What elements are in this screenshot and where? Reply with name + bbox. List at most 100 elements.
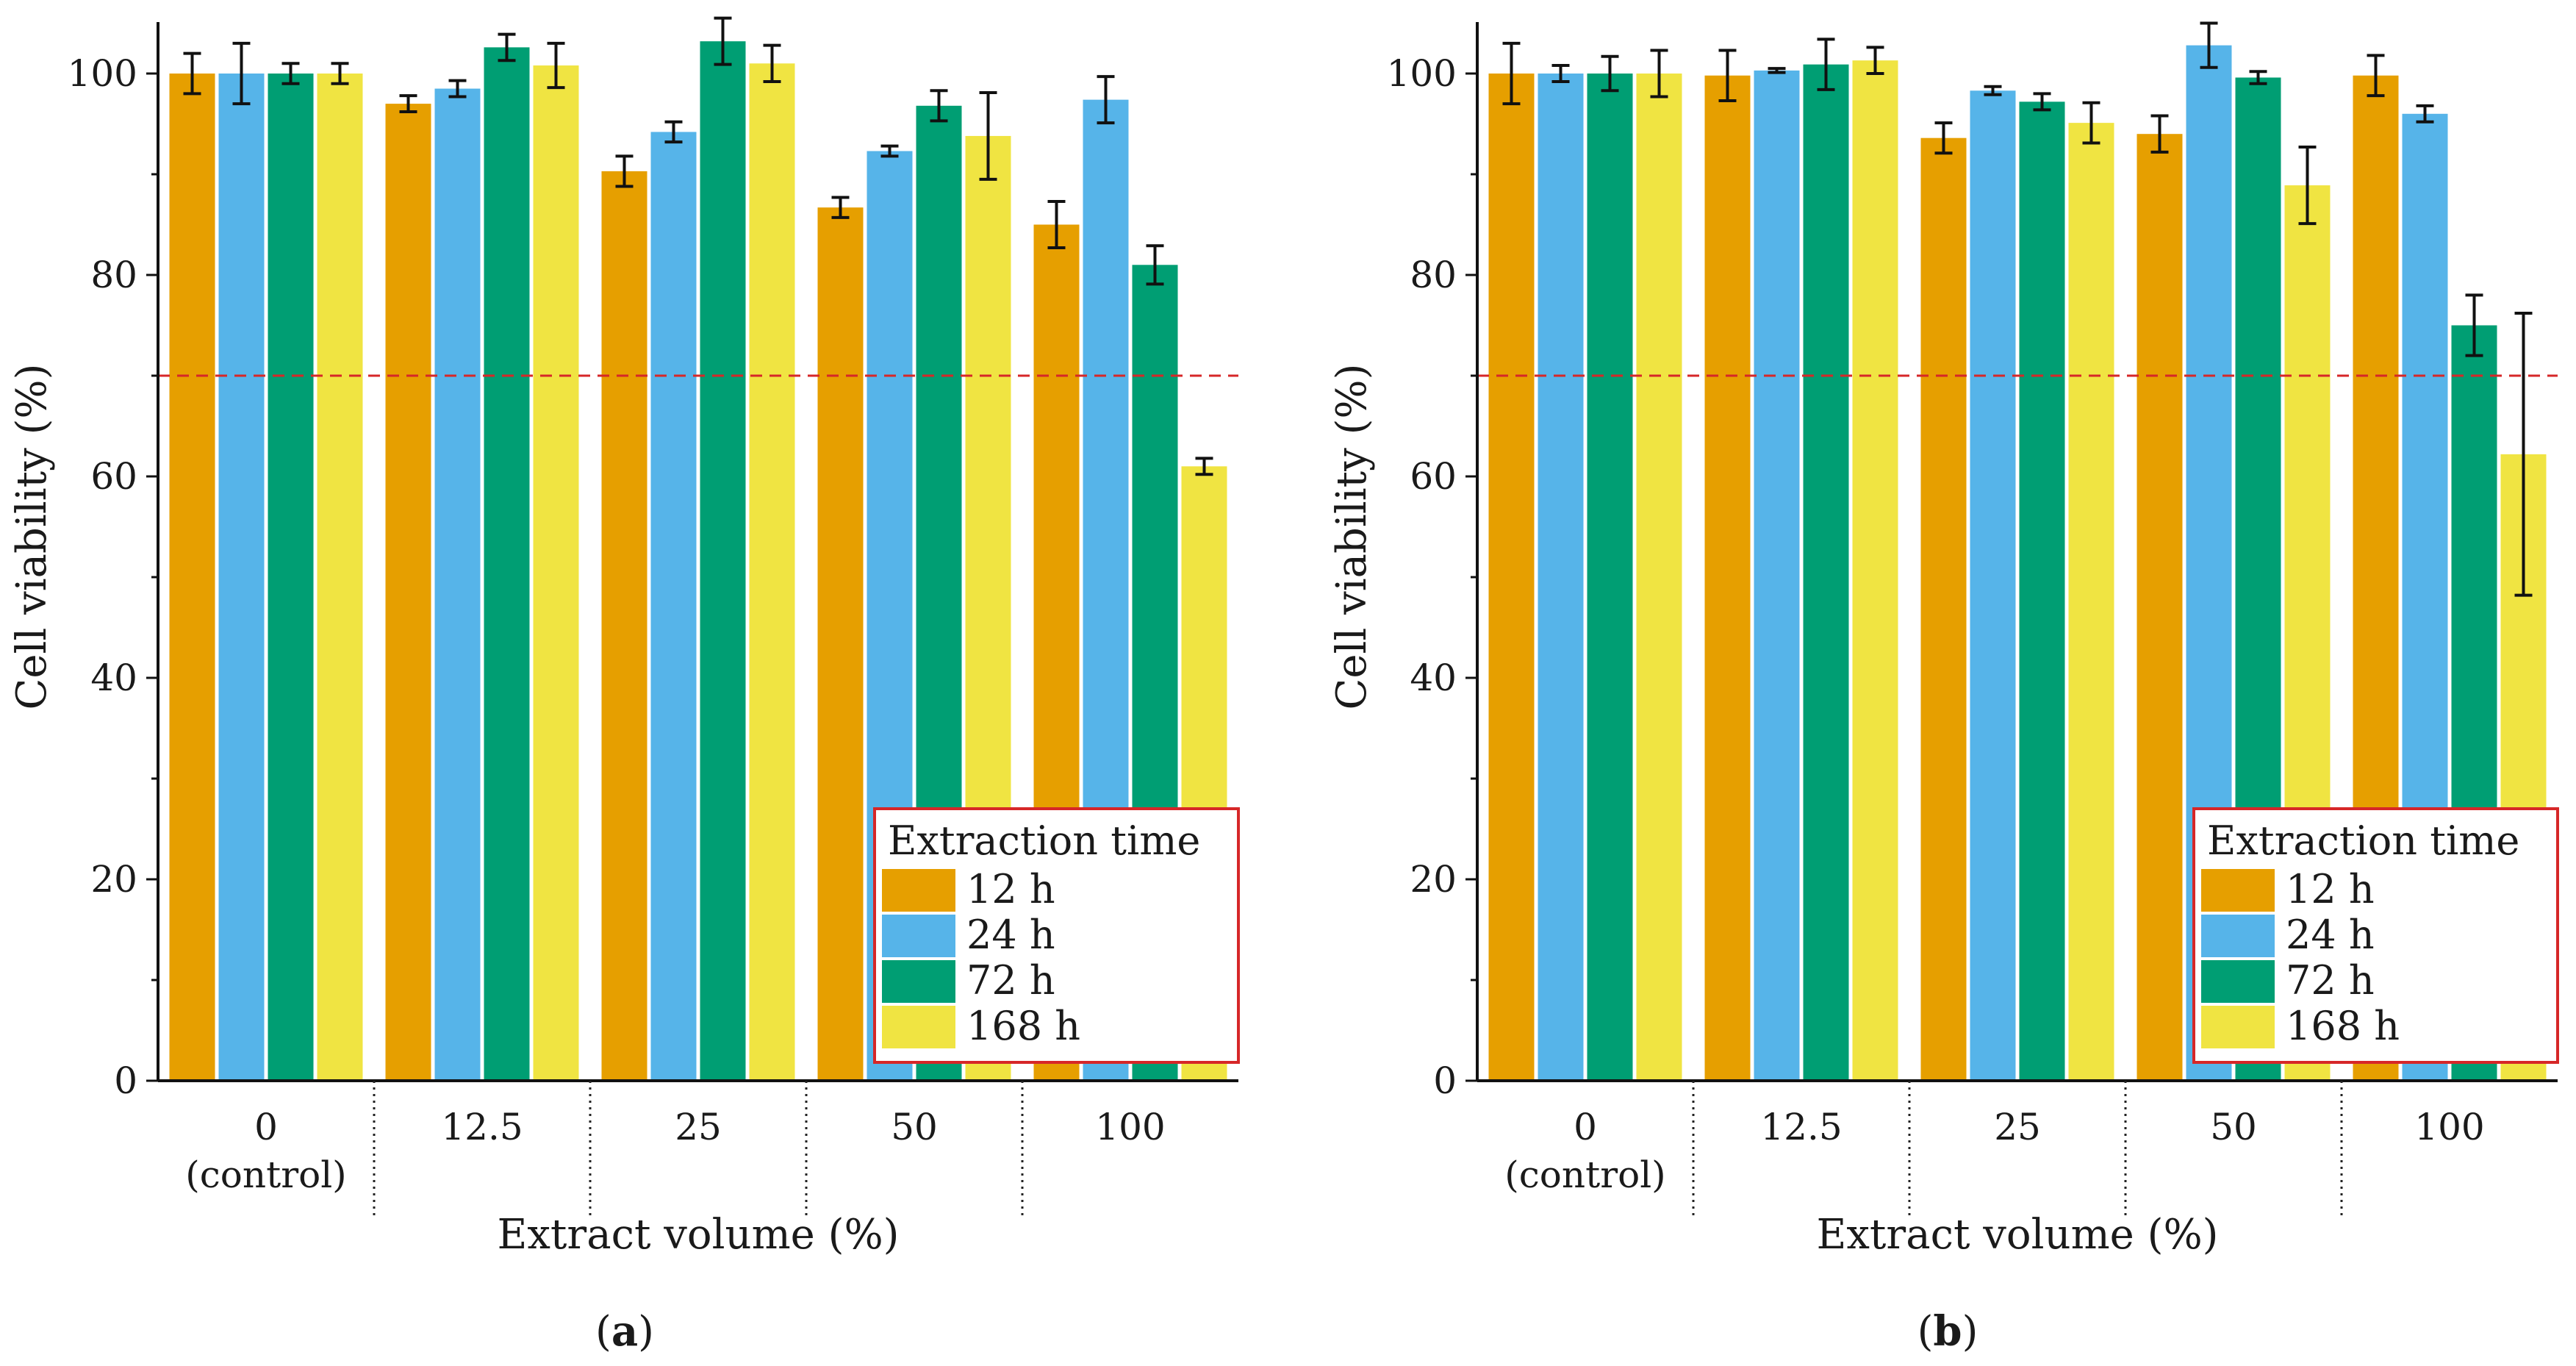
y-tick-label: 60 xyxy=(90,455,137,498)
bar-0-24h xyxy=(1538,74,1584,1081)
panel-label: (a) xyxy=(595,1307,654,1356)
error-bar xyxy=(714,16,732,66)
x-tick-label: 100 xyxy=(1095,1106,1165,1148)
y-tick-label: 0 xyxy=(114,1059,137,1102)
bar-25-12h xyxy=(601,171,647,1081)
error-bar xyxy=(1768,67,1786,74)
legend-swatch xyxy=(882,915,955,957)
error-bar xyxy=(547,41,565,90)
error-bar xyxy=(331,62,349,85)
error-bar xyxy=(763,43,781,83)
bar-25-168h xyxy=(2068,123,2114,1081)
bar-0-72h xyxy=(1587,74,1633,1081)
bar-12.5-24h xyxy=(1754,70,1800,1081)
error-bar xyxy=(1097,75,1115,125)
legend-label: 72 h xyxy=(2286,957,2375,1004)
error-bar xyxy=(2249,70,2267,85)
legend-swatch xyxy=(2201,1006,2275,1048)
error-bar xyxy=(2200,21,2218,69)
error-bar xyxy=(615,154,634,188)
x-tick-label: 25 xyxy=(675,1106,722,1148)
bar-12.5-12h xyxy=(1704,75,1751,1081)
legend-title: Extraction time xyxy=(2207,818,2519,864)
legend-label: 12 h xyxy=(966,866,1055,912)
bar-25-72h xyxy=(700,41,746,1081)
y-tick-label: 0 xyxy=(1433,1059,1457,1102)
x-tick-label: 100 xyxy=(2414,1106,2484,1148)
error-bar xyxy=(1551,64,1570,83)
legend-label: 168 h xyxy=(2286,1003,2400,1049)
error-bar xyxy=(1817,37,1835,91)
error-bar xyxy=(1146,244,1164,286)
x-tick-sublabel: (control) xyxy=(185,1154,346,1196)
x-tick-sublabel: (control) xyxy=(1504,1154,1665,1196)
error-bar xyxy=(930,89,948,123)
error-bar xyxy=(1502,41,1521,106)
bar-50-12h xyxy=(817,207,864,1081)
error-bar xyxy=(2514,312,2533,597)
legend-label: 168 h xyxy=(966,1003,1080,1049)
panel-a: 0 20 40 60 80 100 0 (control) 12.5 25 50 100 Extract… xyxy=(8,16,1240,1356)
bar-25-168h xyxy=(749,63,795,1081)
error-bar xyxy=(1866,46,1884,75)
legend-label: 12 h xyxy=(2286,866,2375,912)
error-bar xyxy=(979,91,997,181)
error-bar xyxy=(1984,85,2002,96)
error-bar xyxy=(2033,92,2051,112)
panel-label-letter: b xyxy=(1933,1307,1962,1356)
legend-swatch xyxy=(2201,869,2275,912)
bar-0-72h xyxy=(268,74,314,1081)
bar-12.5-12h xyxy=(385,104,431,1081)
x-tick-label: 50 xyxy=(891,1106,938,1148)
error-bar xyxy=(281,62,300,85)
error-bar xyxy=(2465,293,2483,357)
error-bar xyxy=(1601,54,1619,93)
y-tick-label: 80 xyxy=(1410,254,1457,296)
x-tick-label: 25 xyxy=(1994,1106,2041,1148)
error-bar xyxy=(498,32,516,62)
bar-25-24h xyxy=(650,132,697,1081)
y-tick-label: 60 xyxy=(1410,455,1457,498)
y-tick-label: 20 xyxy=(1410,858,1457,901)
error-bar xyxy=(2150,114,2169,154)
legend-label: 24 h xyxy=(2286,912,2375,958)
x-tick-label: 12.5 xyxy=(441,1106,523,1148)
y-tick-label: 40 xyxy=(90,657,137,699)
error-bar xyxy=(2416,104,2434,124)
error-bar xyxy=(2298,146,2317,226)
bar-50-12h xyxy=(2136,134,2183,1081)
legend-title: Extraction time xyxy=(888,818,1200,864)
bar-25-12h xyxy=(1920,137,1967,1081)
bar-0-12h xyxy=(169,74,215,1081)
legend-swatch xyxy=(2201,960,2275,1003)
bar-25-24h xyxy=(1970,90,2016,1081)
error-bar xyxy=(232,41,251,106)
error-bar xyxy=(1934,121,1953,155)
panel-b: 0 20 40 60 80 100 0 (control) 12.5 25 50 100 Extract… xyxy=(1328,21,2559,1356)
bar-12.5-168h xyxy=(1852,60,1898,1081)
error-bar xyxy=(183,51,201,96)
legend-label: 24 h xyxy=(966,912,1055,958)
legend-label: 72 h xyxy=(966,957,1055,1004)
y-tick-label: 80 xyxy=(90,254,137,296)
bar-0-168h xyxy=(1636,74,1682,1081)
bar-25-72h xyxy=(2019,101,2065,1081)
y-tick-label: 100 xyxy=(1387,52,1457,95)
bar-12.5-72h xyxy=(484,47,530,1081)
error-bar xyxy=(831,196,850,219)
error-bar xyxy=(1047,199,1066,250)
y-tick-label: 100 xyxy=(68,52,137,95)
error-bar xyxy=(664,120,683,144)
x-tick-label: 50 xyxy=(2210,1106,2257,1148)
bar-12.5-168h xyxy=(533,65,579,1081)
error-bar xyxy=(880,144,899,158)
x-tick-label: 0 xyxy=(1574,1106,1597,1148)
panel-label: (b) xyxy=(1917,1307,1978,1356)
panel-label-letter: a xyxy=(611,1307,638,1356)
legend-swatch xyxy=(882,1006,955,1048)
y-tick-label: 40 xyxy=(1410,657,1457,699)
x-tick-label: 12.5 xyxy=(1760,1106,1842,1148)
bar-12.5-72h xyxy=(1803,64,1849,1081)
legend-swatch xyxy=(882,960,955,1003)
